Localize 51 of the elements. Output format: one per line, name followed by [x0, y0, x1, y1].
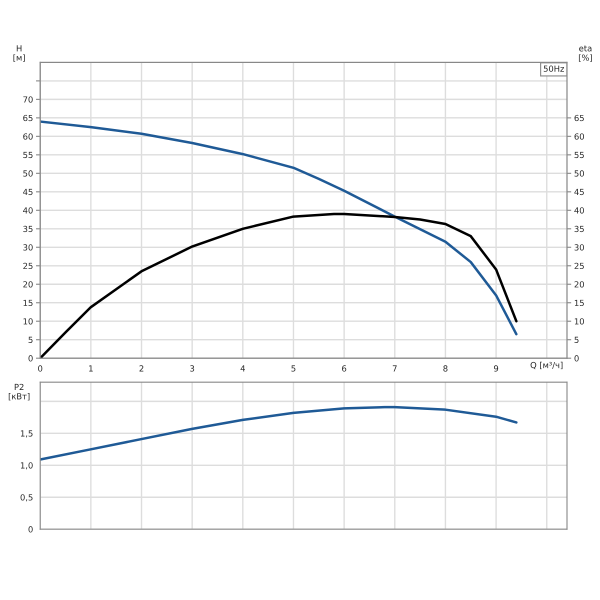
y2-tick-label: 30: [574, 244, 584, 251]
y-tick-label: 70: [23, 96, 33, 103]
y2-tick-label: 20: [574, 281, 584, 288]
y-tick-label: 55: [23, 152, 33, 158]
y-tick-label: 0: [28, 526, 33, 532]
y2-tick-label: 60: [574, 133, 584, 140]
x-tick-label: 8: [443, 365, 448, 372]
y2-tick-label: 55: [574, 152, 584, 158]
line-series: [40, 406, 518, 461]
y-tick-label: 5: [28, 336, 33, 343]
y2-tick-label: 45: [574, 188, 584, 196]
y-tick-label: 45: [23, 188, 33, 196]
y2-tick-label: 65: [574, 114, 584, 122]
y-tick-label: 35: [23, 226, 33, 232]
line-series: [40, 120, 518, 336]
x-tick-label: 4: [240, 365, 245, 372]
y-tick-label: 20: [23, 281, 33, 288]
y2-tick-label: 15: [574, 300, 584, 306]
y-tick-label: 40: [23, 207, 33, 214]
y2-axis-title: eta [%]: [578, 45, 592, 62]
x-tick-label: 9: [494, 365, 498, 372]
y-axis-title: H [м]: [13, 45, 25, 62]
x-axis-title: Q [м³/ч]: [530, 362, 562, 370]
y2-tick-label: 35: [574, 226, 584, 232]
y-tick-label: 25: [23, 262, 33, 270]
x-tick-label: 2: [139, 365, 144, 372]
y-tick-label: 0: [28, 355, 33, 362]
annotation: 50Hz: [544, 66, 564, 72]
y-tick-label: 1,5: [20, 430, 33, 438]
y-tick-label: 1,0: [20, 462, 33, 470]
y2-tick-label: 0: [574, 355, 579, 362]
y2-tick-label: 50: [574, 170, 584, 177]
x-tick-label: 6: [342, 365, 346, 372]
x-tick-label: 1: [89, 365, 93, 372]
x-tick-label: 3: [190, 365, 194, 372]
x-tick-label: 7: [392, 365, 397, 372]
y-tick-label: 50: [23, 170, 33, 177]
y2-tick-label: 40: [574, 207, 584, 214]
line-series: [40, 212, 518, 358]
y2-tick-label: 25: [574, 262, 584, 270]
y-tick-label: 60: [23, 133, 33, 140]
y-tick-label: 10: [24, 318, 33, 325]
y-tick-label: 0,5: [20, 494, 33, 502]
y-tick-label: 30: [23, 244, 33, 251]
y-tick-label: 65: [23, 114, 33, 122]
y-axis-title: P2 [кВт]: [8, 384, 30, 400]
y-tick-label: 15: [24, 300, 33, 306]
y2-tick-label: 5: [574, 336, 579, 343]
y2-tick-label: 10: [574, 318, 584, 325]
x-tick-label: 0: [38, 365, 42, 372]
x-tick-label: 5: [291, 365, 296, 372]
